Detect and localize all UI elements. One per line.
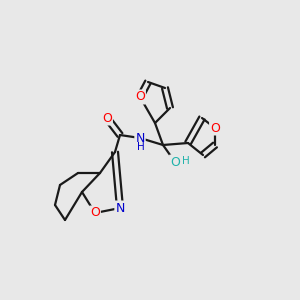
Text: O: O: [210, 122, 220, 134]
Text: O: O: [90, 206, 100, 220]
Text: O: O: [170, 155, 180, 169]
Text: H: H: [137, 142, 145, 152]
Text: H: H: [182, 156, 190, 166]
Text: N: N: [115, 202, 125, 214]
Text: O: O: [135, 91, 145, 103]
Text: N: N: [135, 131, 145, 145]
Text: O: O: [102, 112, 112, 124]
